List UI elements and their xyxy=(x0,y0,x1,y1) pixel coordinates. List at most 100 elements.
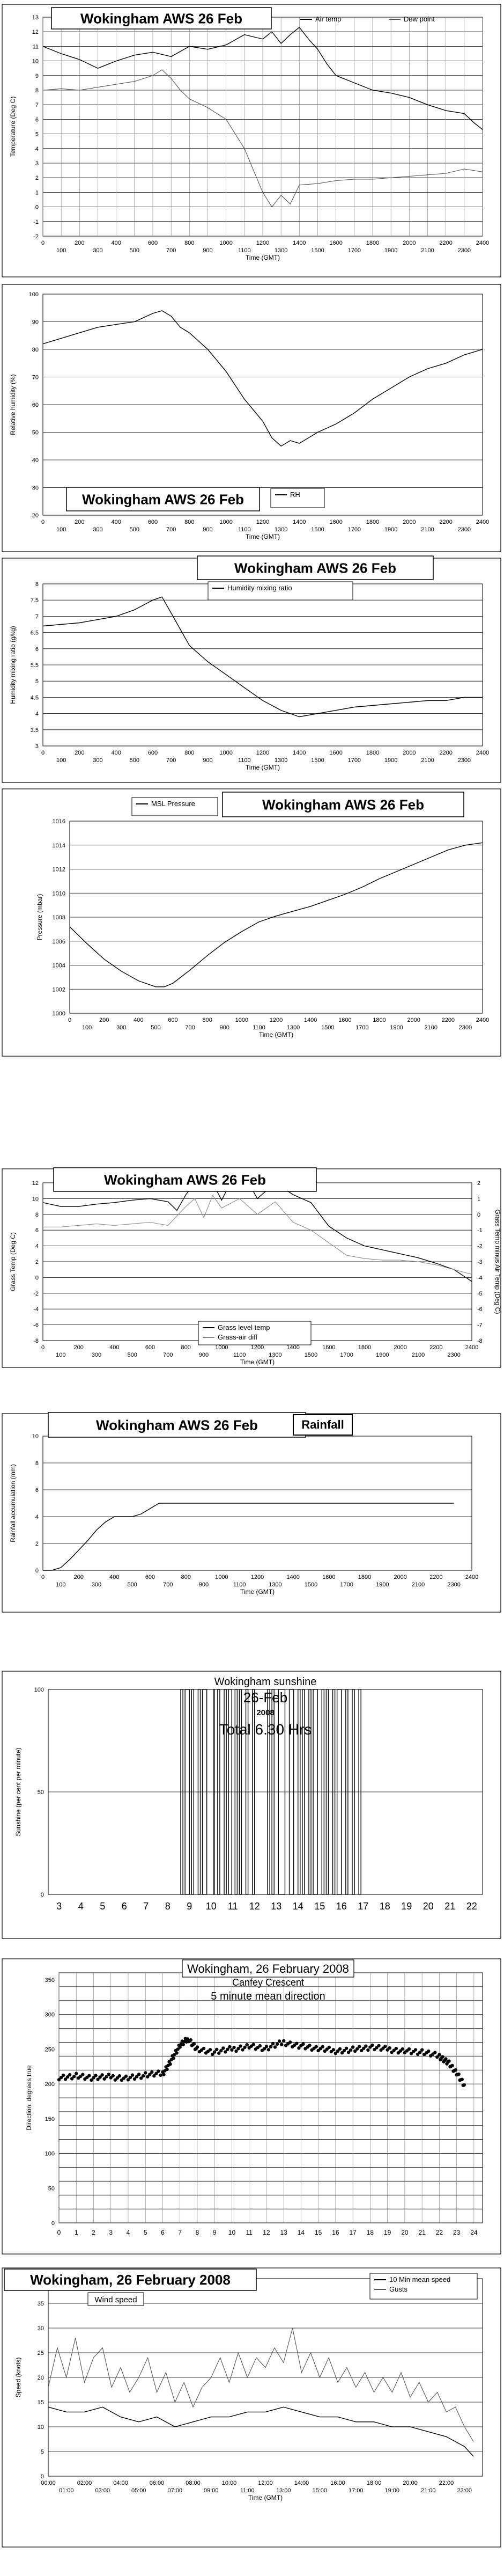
x-tick-label: 1500 xyxy=(321,1024,334,1031)
x-tick-label: 1200 xyxy=(256,519,269,525)
y-tick-label: 350 xyxy=(45,1977,55,1984)
x-tick-label: 2200 xyxy=(429,1344,442,1351)
direction-point xyxy=(70,2077,74,2081)
x-tick-label: 800 xyxy=(181,1574,190,1580)
x-tick-label: 200 xyxy=(75,519,84,525)
direction-point xyxy=(454,2068,457,2072)
x-tick-label: 2100 xyxy=(412,1352,425,1358)
legend-label: 10 Min mean speed xyxy=(389,2275,450,2284)
x-tick-label: 21 xyxy=(444,1901,455,1912)
x-tick-label: 1900 xyxy=(376,1352,389,1358)
x-tick-label: 100 xyxy=(56,757,66,764)
direction-point xyxy=(351,2045,355,2049)
y-axis-label: Direction: degrees true xyxy=(25,2065,33,2131)
sunshine-bar xyxy=(180,1689,183,1895)
x-tick-label: 2300 xyxy=(458,247,471,254)
direction-point xyxy=(383,2044,387,2048)
x-tick-label: 2100 xyxy=(421,757,434,764)
x-tick-label: 600 xyxy=(148,519,158,525)
sunshine-bar xyxy=(234,1689,238,1895)
y-tick-label: 4 xyxy=(35,1243,39,1250)
direction-point xyxy=(224,2050,227,2054)
chart-title: Wokingham AWS 26 Feb xyxy=(80,10,242,26)
x-tick-label: 21:00 xyxy=(421,2487,436,2494)
x-axis-label: Time (GMT) xyxy=(248,2494,283,2501)
direction-point xyxy=(333,2051,338,2055)
x-tick-label: 100 xyxy=(56,526,66,533)
x-tick-label: 1 xyxy=(75,2229,78,2236)
x-tick-label: 7 xyxy=(178,2229,182,2236)
series-line-1 xyxy=(42,69,483,208)
chart-title: Wokingham, 26 February 2008 xyxy=(187,1962,349,1975)
sunshine-bar xyxy=(336,1689,342,1895)
x-tick-label: 0 xyxy=(68,1017,71,1023)
direction-point xyxy=(457,2072,461,2076)
series-line-0 xyxy=(48,2406,474,2457)
direction-point xyxy=(258,2044,262,2048)
x-tick-label: 1200 xyxy=(256,750,269,756)
x-tick-label: 2 xyxy=(92,2229,95,2236)
x-tick-label: 400 xyxy=(111,240,121,246)
direction-point xyxy=(236,2047,240,2051)
x-tick-label: 500 xyxy=(130,526,139,533)
direction-point xyxy=(117,2074,122,2078)
x-tick-label: 23:00 xyxy=(457,2487,472,2494)
chart-title: Wokingham AWS 26 Feb xyxy=(104,1172,266,1188)
x-tick-label: 1500 xyxy=(311,757,324,764)
direction-point xyxy=(181,2043,185,2046)
x-tick-label: 1000 xyxy=(219,519,232,525)
legend-box xyxy=(207,581,353,601)
x-tick-label: 0 xyxy=(41,750,45,756)
x-tick-label: 00:00 xyxy=(41,2480,56,2486)
direction-point xyxy=(148,2073,152,2076)
y-right-tick-label: -4 xyxy=(477,1275,483,1281)
chart-pressure: 1000 1002 1004 1006 1008 1010 1012 1014 1016 0 200… xyxy=(2,788,501,1057)
direction-point xyxy=(154,2072,158,2076)
sunshine-bar xyxy=(352,1689,355,1895)
direction-point xyxy=(178,2045,182,2049)
x-tick-label: 1000 xyxy=(215,1574,228,1580)
y-tick-label: 2 xyxy=(35,1541,39,1547)
legend-box xyxy=(270,488,325,508)
y-tick-label: 1 xyxy=(35,189,39,196)
x-tick-label: 1200 xyxy=(270,1017,283,1023)
y-tick-label: 150 xyxy=(45,2116,55,2123)
sunshine-bar xyxy=(345,1689,349,1895)
y-tick-label: 0 xyxy=(41,1892,44,1898)
direction-point xyxy=(202,2046,206,2051)
x-tick-label: 300 xyxy=(92,1352,101,1358)
y-tick-label: 0 xyxy=(35,204,39,211)
direction-point xyxy=(394,2046,398,2051)
x-tick-label: 300 xyxy=(93,526,102,533)
y-tick-label: -6 xyxy=(33,1322,39,1329)
x-tick-label: 6 xyxy=(122,1901,127,1912)
direction-point xyxy=(189,2038,193,2042)
x-tick-label: 600 xyxy=(148,240,158,246)
direction-point xyxy=(281,2039,286,2043)
y-tick-label: 15 xyxy=(38,2399,44,2406)
direction-point xyxy=(195,2045,199,2049)
chart-title: Wokingham AWS 26 Feb xyxy=(82,491,244,507)
x-tick-label: 500 xyxy=(127,1582,137,1588)
y-tick-label: 100 xyxy=(34,1687,44,1693)
x-tick-label: 08:00 xyxy=(186,2480,201,2486)
x-tick-label: 1300 xyxy=(275,757,287,764)
x-tick-label: 11 xyxy=(246,2229,253,2236)
x-tick-label: 12 xyxy=(263,2229,270,2236)
direction-point xyxy=(266,2048,271,2052)
x-tick-label: 1900 xyxy=(390,1024,403,1031)
direction-point xyxy=(407,2047,411,2051)
x-axis-label: Time (GMT) xyxy=(259,1031,293,1038)
direction-point xyxy=(75,2072,78,2075)
x-tick-label: 100 xyxy=(56,247,66,254)
legend-box xyxy=(369,2273,478,2300)
x-tick-label: 17 xyxy=(358,1901,368,1912)
legend-label: Humidity mixing ratio xyxy=(227,584,292,592)
y-tick-label: 8 xyxy=(35,1460,39,1467)
direction-point xyxy=(288,2040,292,2044)
direction-point xyxy=(331,2048,336,2052)
series-line-1 xyxy=(48,2328,474,2442)
x-tick-label: 15:00 xyxy=(312,2487,327,2494)
